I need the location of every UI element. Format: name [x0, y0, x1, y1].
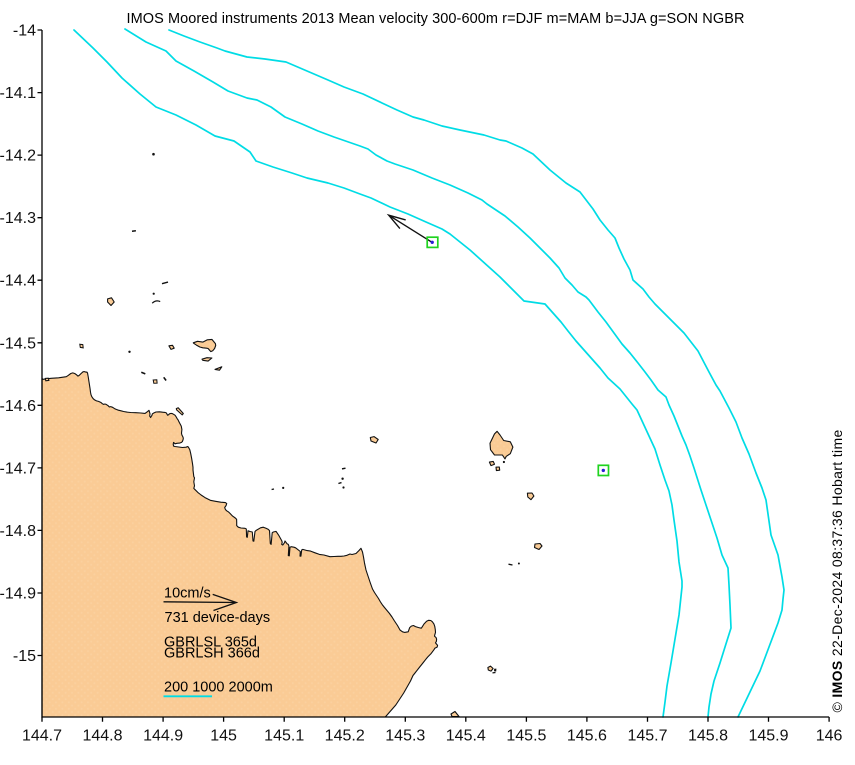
svg-text:-14.9: -14.9 [0, 586, 36, 603]
svg-text:-14.6: -14.6 [0, 398, 36, 415]
svg-text:-15: -15 [13, 648, 36, 665]
svg-text:-14.5: -14.5 [0, 335, 36, 352]
svg-text:-14.2: -14.2 [0, 148, 36, 165]
svg-text:145.7: 145.7 [627, 728, 667, 745]
svg-text:144.9: 144.9 [143, 728, 183, 745]
svg-text:GBRLSL 365d: GBRLSL 365d [164, 635, 257, 651]
svg-text:IMOS Moored instruments 2013 M: IMOS Moored instruments 2013 Mean veloci… [126, 11, 744, 27]
svg-text:145.9: 145.9 [748, 728, 788, 745]
svg-text:10cm/s: 10cm/s [164, 586, 211, 602]
svg-text:-14.7: -14.7 [0, 460, 36, 477]
svg-text:145: 145 [210, 728, 237, 745]
svg-text:731 device-days: 731 device-days [165, 610, 271, 626]
svg-text:145.5: 145.5 [506, 728, 546, 745]
svg-text:145.8: 145.8 [688, 728, 728, 745]
svg-text:145.1: 145.1 [264, 728, 304, 745]
svg-text:145.6: 145.6 [567, 728, 607, 745]
svg-text:-14.4: -14.4 [0, 273, 36, 290]
svg-text:144.7: 144.7 [22, 728, 62, 745]
svg-text:-14.3: -14.3 [0, 210, 36, 227]
svg-text:145.3: 145.3 [385, 728, 425, 745]
svg-text:-14.8: -14.8 [0, 523, 36, 540]
svg-text:145.2: 145.2 [325, 728, 365, 745]
svg-text:© IMOS 22-Dec-2024 08:37:36 Ho: © IMOS 22-Dec-2024 08:37:36 Hobart time [829, 429, 845, 712]
svg-text:145.4: 145.4 [446, 728, 486, 745]
svg-text:-14: -14 [13, 23, 36, 40]
svg-text:-14.1: -14.1 [0, 85, 36, 102]
svg-text:146: 146 [816, 728, 843, 745]
svg-text:144.8: 144.8 [82, 728, 122, 745]
svg-text:GBRLSH 366d: GBRLSH 366d [164, 646, 260, 662]
svg-text:200 1000 2000m: 200 1000 2000m [164, 680, 273, 696]
